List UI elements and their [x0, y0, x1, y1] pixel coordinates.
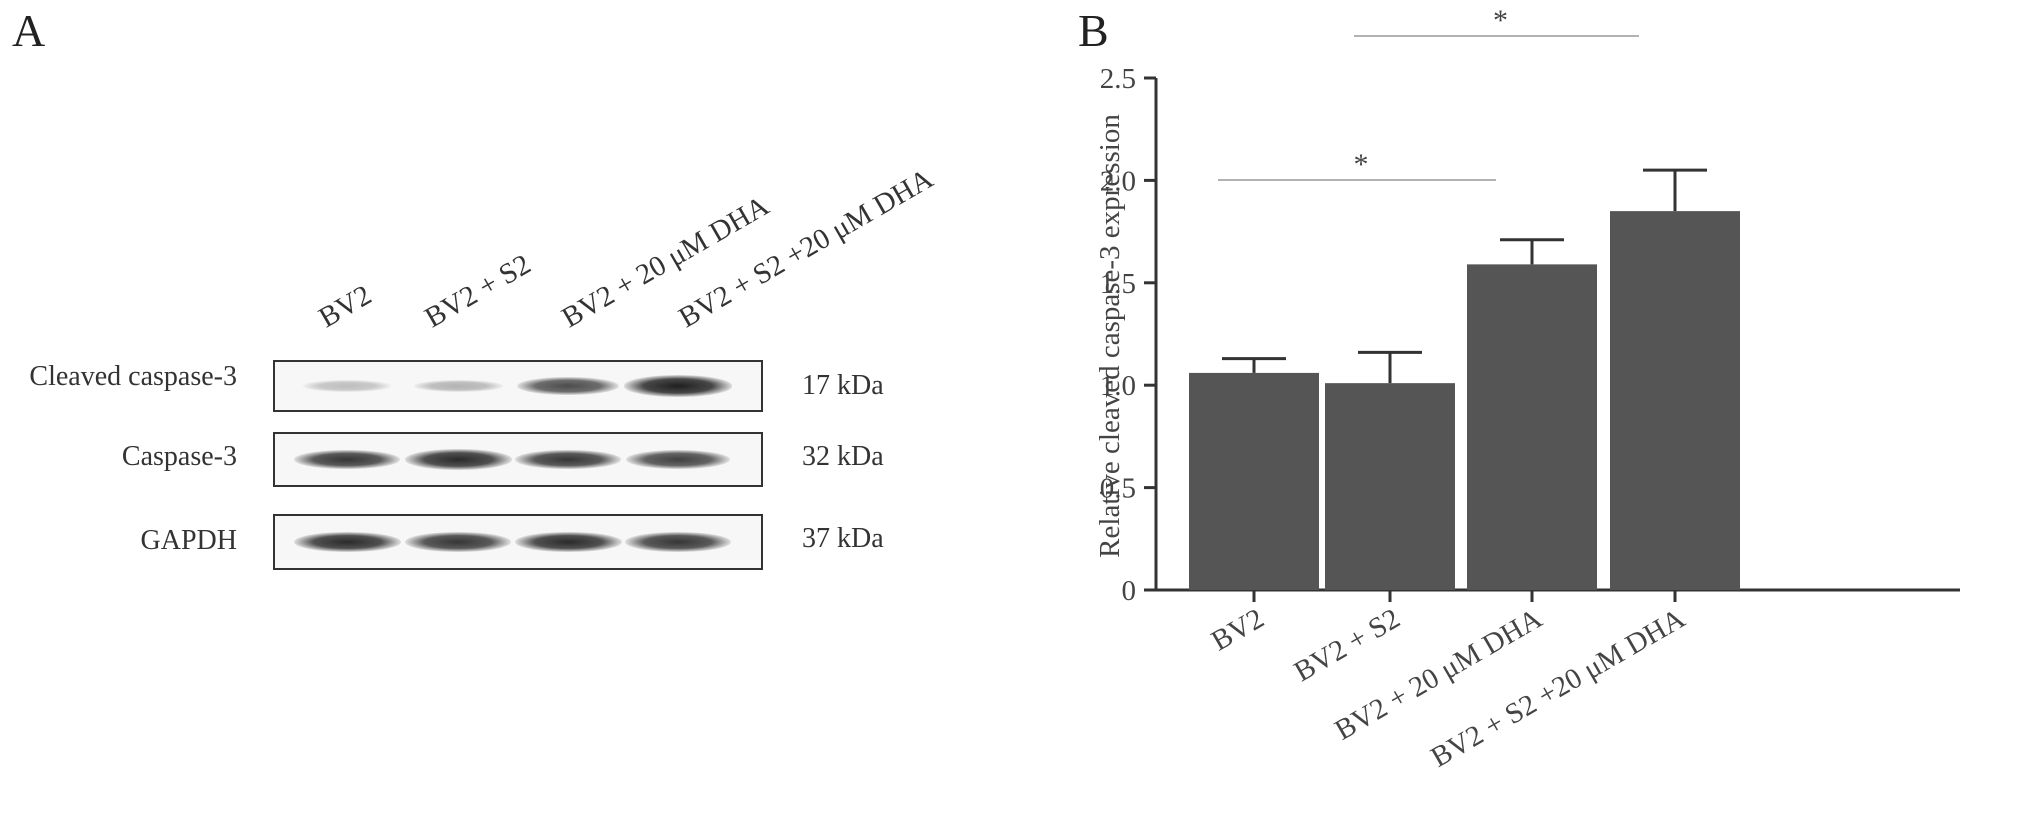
x-tick-label: BV2 + S2 +20 μM DHA — [1425, 602, 1690, 774]
blot-band — [515, 449, 621, 470]
bar — [1610, 211, 1740, 590]
panel-a-label: A — [12, 5, 46, 56]
blot-lane-label: BV2 + S2 — [419, 248, 537, 335]
y-tick-label: 2.0 — [1100, 165, 1136, 197]
blot-strip-gapdh — [273, 514, 763, 570]
bar — [1189, 372, 1319, 590]
blot-row-label: Cleaved caspase-3 — [29, 361, 237, 392]
blot-lane-label: BV2 + 20 μM DHA — [556, 189, 775, 335]
y-tick-label: 1.5 — [1100, 268, 1136, 300]
bar — [1325, 383, 1455, 590]
x-tick-label: BV2 + S2 — [1289, 602, 1406, 688]
blot-band — [405, 532, 511, 552]
blot-band — [303, 380, 391, 392]
bar — [1467, 264, 1597, 590]
blot-lane-label: BV2 — [313, 279, 377, 335]
blot-strip-cleaved-caspase-3 — [273, 360, 763, 412]
kda-label: 32 kDa — [802, 441, 884, 472]
blot-strip-caspase-3 — [273, 432, 763, 487]
blot-band — [516, 376, 620, 396]
y-tick-label: 0 — [1122, 575, 1137, 607]
blot-band — [404, 449, 512, 470]
y-tick-label: 1.0 — [1100, 370, 1136, 402]
significance-star: * — [1493, 4, 1508, 37]
blot-band — [294, 449, 400, 470]
blot-band — [293, 531, 401, 553]
y-tick-label: 2.5 — [1100, 63, 1136, 95]
significance-star: * — [1354, 148, 1369, 181]
blot-band — [623, 375, 733, 397]
panel-b-label: B — [1078, 5, 1109, 56]
blot-band — [514, 531, 622, 553]
kda-label: 37 kDa — [802, 523, 884, 554]
kda-label: 17 kDa — [802, 370, 884, 401]
x-tick-label: BV2 — [1206, 602, 1269, 657]
y-axis-label: Relative cleaved caspase-3 expression — [1094, 114, 1126, 558]
blot-row-label: GAPDH — [140, 525, 237, 556]
blot-band — [625, 532, 731, 552]
blot-row-label: Caspase-3 — [121, 441, 237, 472]
blot-band — [413, 379, 503, 393]
y-tick-label: 0.5 — [1100, 473, 1136, 505]
blot-band — [626, 449, 730, 470]
